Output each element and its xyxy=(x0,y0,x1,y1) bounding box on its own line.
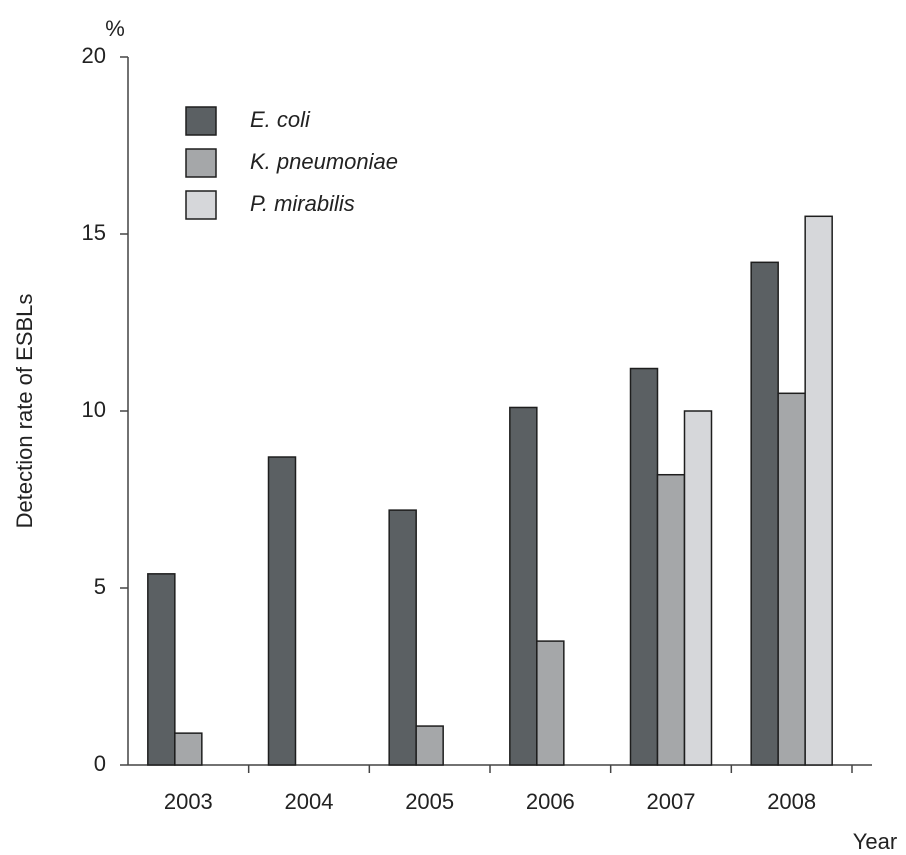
bar xyxy=(174,732,203,766)
legend-swatch xyxy=(185,106,217,136)
x-axis-label: Year xyxy=(853,829,897,854)
x-tick-label: 2005 xyxy=(405,789,454,814)
y-tick-label: 15 xyxy=(82,220,106,245)
bar xyxy=(777,392,806,766)
legend-label: E. coli xyxy=(250,107,311,132)
x-tick-label: 2003 xyxy=(164,789,213,814)
bar xyxy=(509,406,538,766)
x-tick-label: 2007 xyxy=(647,789,696,814)
y-tick-label: 10 xyxy=(82,397,106,422)
y-tick-label: 0 xyxy=(94,751,106,776)
legend-swatch xyxy=(185,148,217,178)
bar xyxy=(656,473,686,766)
legend-swatch xyxy=(185,190,217,220)
bar xyxy=(388,509,417,766)
x-tick-label: 2004 xyxy=(285,789,334,814)
legend-label: P. mirabilis xyxy=(250,191,355,216)
bar xyxy=(750,261,779,766)
bar xyxy=(804,215,833,766)
x-tick-label: 2006 xyxy=(526,789,575,814)
legend-label: K. pneumoniae xyxy=(250,149,398,174)
bar xyxy=(267,456,297,766)
bar xyxy=(683,410,713,766)
x-tick-label: 2008 xyxy=(767,789,816,814)
y-axis-label: Detection rate of ESBLs xyxy=(12,294,37,529)
y-unit: % xyxy=(105,16,125,41)
bar xyxy=(536,640,565,766)
bar xyxy=(147,573,176,766)
bar xyxy=(415,725,444,766)
y-tick-label: 5 xyxy=(94,574,106,599)
y-tick-label: 20 xyxy=(82,43,106,68)
bar xyxy=(629,367,659,766)
